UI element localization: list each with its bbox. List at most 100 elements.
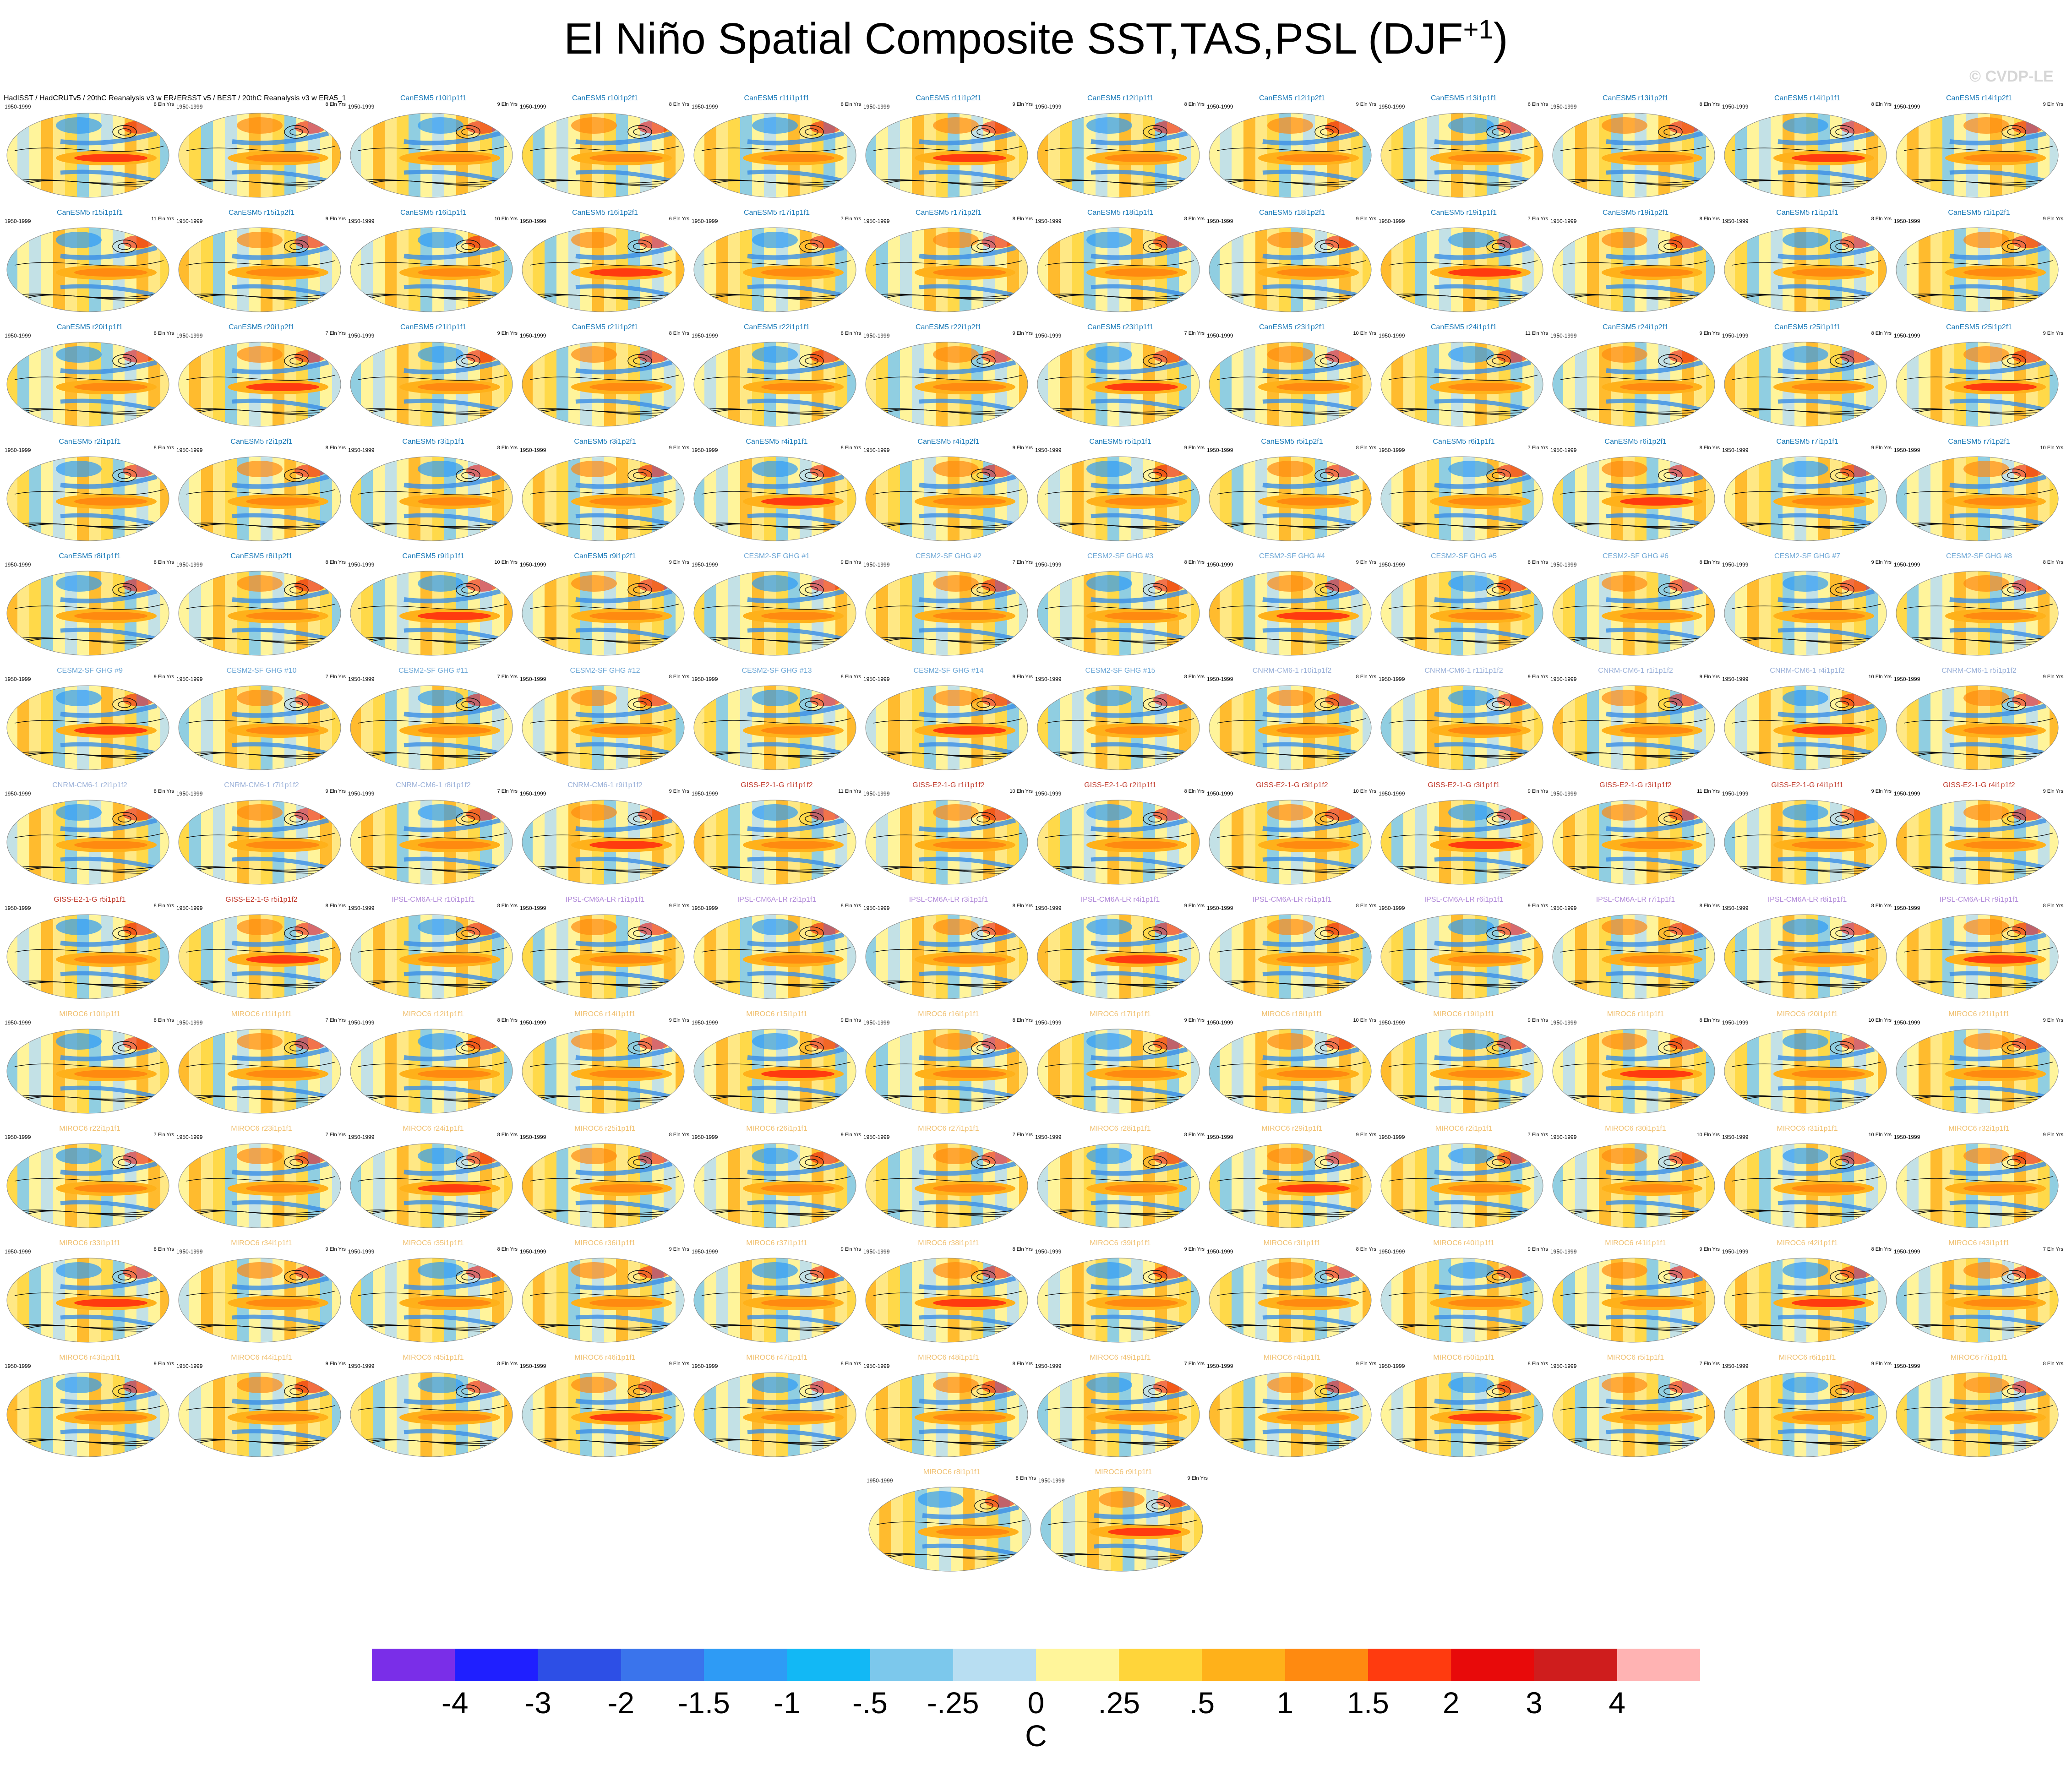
- panel-period: 1950-1999: [1207, 561, 1233, 568]
- panel-title: MIROC6 r38i1p1f1: [918, 1239, 979, 1247]
- map-field: [7, 686, 169, 770]
- panel-title: IPSL-CM6A-LR r4i1p1f1: [1080, 896, 1160, 904]
- panel-period: 1950-1999: [1894, 561, 1920, 568]
- map-plot: [1724, 227, 1887, 312]
- panel-event-count: 7 Eln Yrs: [1184, 1361, 1205, 1367]
- panel-period: 1950-1999: [1550, 790, 1577, 797]
- map-panel: CanESM5 r6i1p1f1 1950-1999 7 Eln Yrs: [1378, 435, 1550, 550]
- map-field: [869, 1487, 1031, 1571]
- map-panel: GISS-E2-1-G r5i1p1f2 1950-1999 8 Eln Yrs: [175, 893, 348, 1008]
- panel-period: 1950-1999: [692, 905, 718, 911]
- panel-period: 1950-1999: [5, 447, 31, 453]
- map-plot: [1209, 1029, 1372, 1114]
- panel-event-count: 9 Eln Yrs: [1012, 102, 1033, 107]
- panel-event-count: 10 Eln Yrs: [494, 560, 518, 565]
- map-plot: [1552, 571, 1715, 656]
- map-panel: CanESM5 r23i1p2f1 1950-1999 10 Eln Yrs: [1206, 321, 1378, 435]
- panel-event-count: 7 Eln Yrs: [1527, 445, 1548, 451]
- map-field: [1381, 457, 1543, 541]
- map-plot: [6, 342, 169, 427]
- panel-title: CanESM5 r10i1p1f1: [400, 94, 467, 102]
- map-panel: MIROC6 r12i1p1f1 1950-1999 8 Eln Yrs: [347, 1008, 519, 1122]
- panel-event-count: 9 Eln Yrs: [1012, 445, 1033, 451]
- map-field: [1209, 800, 1371, 884]
- map-field: [1724, 915, 1887, 999]
- map-panel: CanESM5 r11i1p1f1 1950-1999 8 Eln Yrs: [691, 92, 863, 206]
- panel-event-count: 8 Eln Yrs: [153, 789, 174, 794]
- map-plot: [6, 571, 169, 656]
- map-plot: [178, 227, 341, 312]
- panel-event-count: 8 Eln Yrs: [497, 903, 518, 909]
- map-panel: CanESM5 r3i1p2f1 1950-1999 9 Eln Yrs: [519, 435, 691, 550]
- panel-event-count: 7 Eln Yrs: [1699, 1361, 1720, 1367]
- panel-event-count: 10 Eln Yrs: [1868, 1018, 1892, 1023]
- panel-period: 1950-1999: [1379, 1248, 1405, 1255]
- panel-event-count: 10 Eln Yrs: [2040, 445, 2063, 451]
- map-panel: CanESM5 r10i1p2f1 1950-1999 8 Eln Yrs: [519, 92, 691, 206]
- map-field: [1037, 113, 1200, 197]
- map-plot: [1037, 1258, 1200, 1343]
- panel-period: 1950-1999: [176, 104, 203, 110]
- panel-title: CanESM5 r20i1p1f1: [56, 323, 123, 331]
- map-plot: [868, 1487, 1031, 1572]
- panel-title: GISS-E2-1-G r3i1p1f2: [1599, 781, 1672, 789]
- map-field: [1724, 228, 1887, 312]
- map-field: [1381, 342, 1543, 426]
- panel-event-count: 8 Eln Yrs: [1356, 674, 1376, 680]
- colorbar-swatch: [953, 1649, 1036, 1681]
- panel-title: CNRM-CM6-1 r7i1p1f2: [224, 781, 299, 789]
- map-plot: [178, 456, 341, 541]
- panel-period: 1950-1999: [348, 1019, 375, 1026]
- panel-title: CESM2-SF GHG #6: [1602, 552, 1669, 560]
- panel-period: 1950-1999: [348, 676, 375, 682]
- panel-period: 1950-1999: [1035, 676, 1062, 682]
- map-plot: [350, 800, 513, 885]
- panel-period: 1950-1999: [1894, 1019, 1920, 1026]
- map-panel: MIROC6 r2i1p1f1 1950-1999 7 Eln Yrs: [1378, 1122, 1550, 1237]
- panel-event-count: 9 Eln Yrs: [1184, 903, 1205, 909]
- map-panel: CanESM5 r15i1p1f1 1950-1999 11 Eln Yrs: [4, 206, 176, 321]
- panel-period: 1950-1999: [348, 790, 375, 797]
- map-field: [694, 342, 856, 426]
- title-superscript: +1: [1463, 15, 1494, 44]
- map-plot: [1380, 800, 1543, 885]
- panel-title: IPSL-CM6A-LR r6i1p1f1: [1424, 896, 1504, 904]
- panel-title: MIROC6 r22i1p1f1: [59, 1125, 120, 1133]
- panel-title: CanESM5 r24i1p2f1: [1602, 323, 1669, 331]
- map-plot: [1724, 1143, 1887, 1228]
- panel-period: 1950-1999: [5, 104, 31, 110]
- panel-event-count: 8 Eln Yrs: [2043, 1361, 2063, 1367]
- map-field: [1037, 457, 1200, 541]
- panel-title: GISS-E2-1-G r5i1p1f2: [225, 896, 298, 904]
- map-panel: MIROC6 r50i1p1f1 1950-1999 8 Eln Yrs: [1378, 1351, 1550, 1465]
- panel-period: 1950-1999: [5, 905, 31, 911]
- map-field: [866, 686, 1028, 770]
- panel-event-count: 9 Eln Yrs: [1356, 216, 1376, 222]
- panel-title: GISS-E2-1-G r1i1p1f2: [741, 781, 813, 789]
- map-panel: GISS-E2-1-G r2i1p1f1 1950-1999 8 Eln Yrs: [1034, 779, 1206, 893]
- map-field: [1209, 1373, 1371, 1457]
- panel-period: 1950-1999: [176, 905, 203, 911]
- map-plot: [1724, 685, 1887, 770]
- map-panel: CESM2-SF GHG #6 1950-1999 8 Eln Yrs: [1549, 550, 1722, 664]
- map-plot: [1209, 800, 1372, 885]
- panel-title: CanESM5 r6i1p1f1: [1433, 438, 1495, 446]
- map-field: [522, 228, 684, 312]
- panel-title: CanESM5 r5i1p2f1: [1261, 438, 1323, 446]
- panel-title: GISS-E2-1-G r4i1p1f1: [1771, 781, 1843, 789]
- panel-period: 1950-1999: [1722, 1019, 1749, 1026]
- map-panel: CanESM5 r4i1p2f1 1950-1999 9 Eln Yrs: [862, 435, 1035, 550]
- map-panel: CanESM5 r22i1p1f1 1950-1999 8 Eln Yrs: [691, 321, 863, 435]
- panel-title: CanESM5 r12i1p2f1: [1259, 94, 1325, 102]
- map-plot: [1380, 914, 1543, 999]
- map-plot: [1380, 1372, 1543, 1457]
- map-panel: MIROC6 r8i1p1f1 1950-1999 8 Eln Yrs: [866, 1465, 1038, 1580]
- panel-title: CanESM5 r4i1p2f1: [917, 438, 980, 446]
- map-plot: [865, 456, 1028, 541]
- colorbar-swatch: [1451, 1649, 1534, 1681]
- map-plot: [1380, 685, 1543, 770]
- colorbar-swatch: [1617, 1649, 1700, 1681]
- map-panel: MIROC6 r29i1p1f1 1950-1999 9 Eln Yrs: [1206, 1122, 1378, 1237]
- map-plot: [1552, 800, 1715, 885]
- panel-period: 1950-1999: [1894, 1363, 1920, 1369]
